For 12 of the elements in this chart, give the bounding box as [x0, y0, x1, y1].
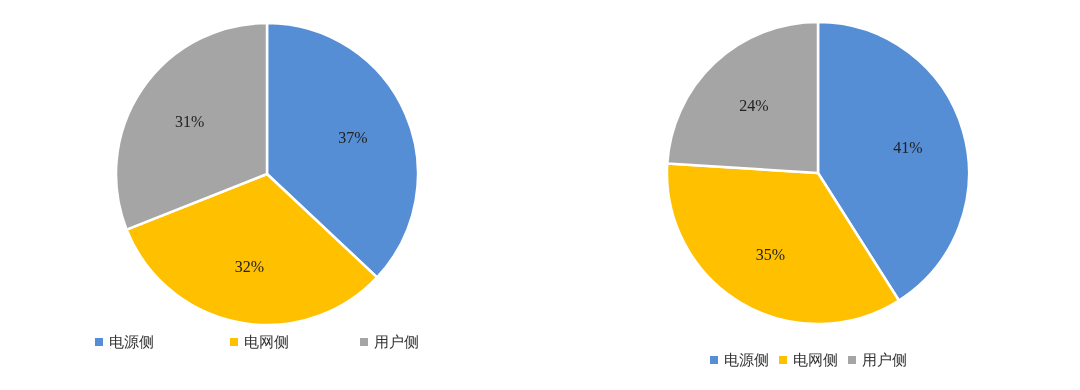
legend-label: 电网侧 — [793, 351, 838, 369]
legend-label: 用户侧 — [374, 333, 419, 351]
data-label: 32% — [234, 257, 265, 275]
data-label: 24% — [739, 96, 769, 114]
legend-label: 电源侧 — [109, 333, 154, 351]
legend-label: 电源侧 — [724, 351, 769, 369]
legend-label: 电网侧 — [244, 333, 289, 351]
data-label: 37% — [338, 128, 368, 146]
data-label: 35% — [755, 245, 786, 263]
data-label: 41% — [893, 138, 923, 156]
data-label: 31% — [174, 113, 205, 131]
legend-label: 用户侧 — [862, 351, 907, 369]
